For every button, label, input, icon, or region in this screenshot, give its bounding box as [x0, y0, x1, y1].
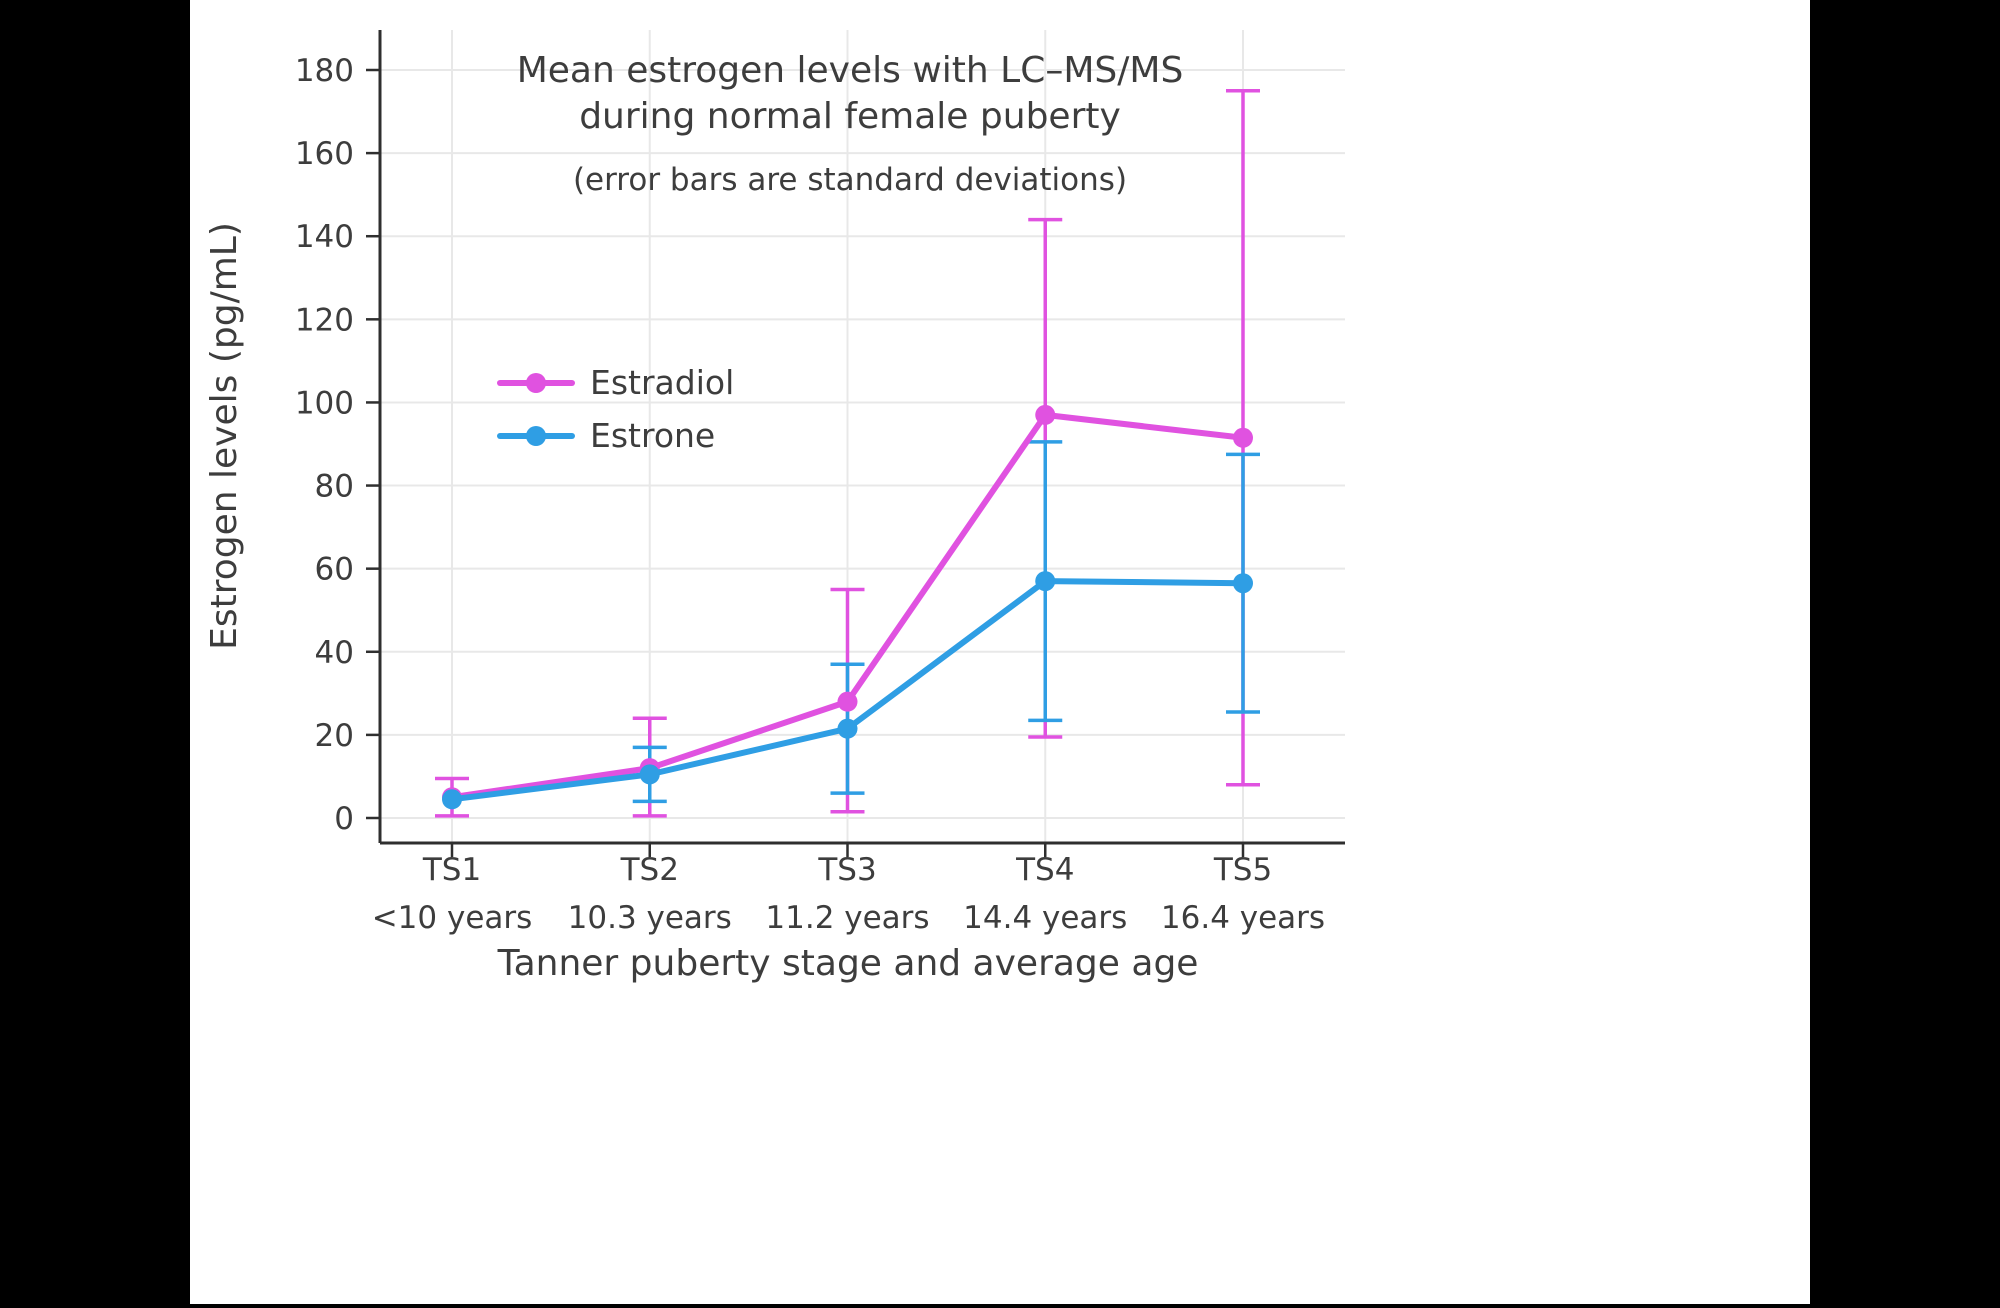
figure-panel: 0 20 40 60 80 100 120 140 160 180 TS1 <10 years TS2 1…	[190, 0, 1810, 1304]
x-tick-stage: TS2	[620, 852, 679, 888]
y-tick-label: 40	[315, 635, 354, 671]
chart-svg: 0 20 40 60 80 100 120 140 160 180 TS1 <10 years TS2 1…	[204, 30, 1345, 984]
y-tick-label: 60	[315, 552, 354, 588]
y-axis-title: Estrogen levels (pg/mL)	[204, 222, 245, 650]
legend-marker-estradiol	[526, 373, 546, 393]
legend-marker-estrone	[526, 426, 546, 446]
y-tick-label: 120	[295, 302, 354, 338]
y-tick-label: 100	[295, 385, 354, 421]
x-tick-stage: TS5	[1213, 852, 1272, 888]
y-tick-label: 160	[295, 136, 354, 172]
tick-labels: 0 20 40 60 80 100 120 140 160 180 TS1 <10 years TS2 1…	[295, 53, 1325, 936]
data-point-estradiol	[837, 691, 858, 712]
data-point-estrone	[1035, 571, 1056, 592]
x-tick-age: 10.3 years	[568, 900, 732, 936]
data-point-estrone	[1233, 573, 1253, 594]
data-point-estrone	[442, 789, 462, 810]
x-axis-title: Tanner puberty stage and average age	[497, 943, 1199, 984]
x-tick-age: 14.4 years	[963, 900, 1127, 936]
legend-label-estradiol: Estradiol	[590, 363, 734, 402]
data-point-estrone	[639, 764, 660, 785]
chart-title-line2: during normal female puberty	[579, 96, 1121, 137]
x-tick-stage: TS1	[422, 852, 481, 888]
data-point-estradiol	[1035, 404, 1056, 425]
x-tick-stage: TS4	[1015, 852, 1074, 888]
chart-title-line1: Mean estrogen levels with LC–MS/MS	[517, 50, 1184, 91]
x-tick-stage: TS3	[817, 852, 876, 888]
plot-series	[435, 89, 1260, 818]
chart-subtitle: (error bars are standard deviations)	[573, 162, 1127, 198]
legend-item-estrone: Estrone	[497, 416, 715, 455]
legend: Estradiol Estrone	[497, 363, 734, 455]
y-tick-label: 0	[334, 801, 354, 837]
data-point-estrone	[837, 718, 858, 739]
y-tick-label: 20	[315, 718, 354, 754]
data-point-estradiol	[1233, 427, 1253, 448]
axes	[366, 30, 1345, 857]
x-tick-age: 11.2 years	[765, 900, 929, 936]
legend-item-estradiol: Estradiol	[497, 363, 734, 402]
y-tick-label: 180	[295, 53, 354, 89]
y-tick-label: 80	[315, 469, 354, 505]
legend-label-estrone: Estrone	[590, 416, 715, 455]
x-tick-age: 16.4 years	[1161, 900, 1325, 936]
x-tick-age: <10 years	[372, 900, 533, 936]
y-tick-label: 140	[295, 219, 354, 255]
